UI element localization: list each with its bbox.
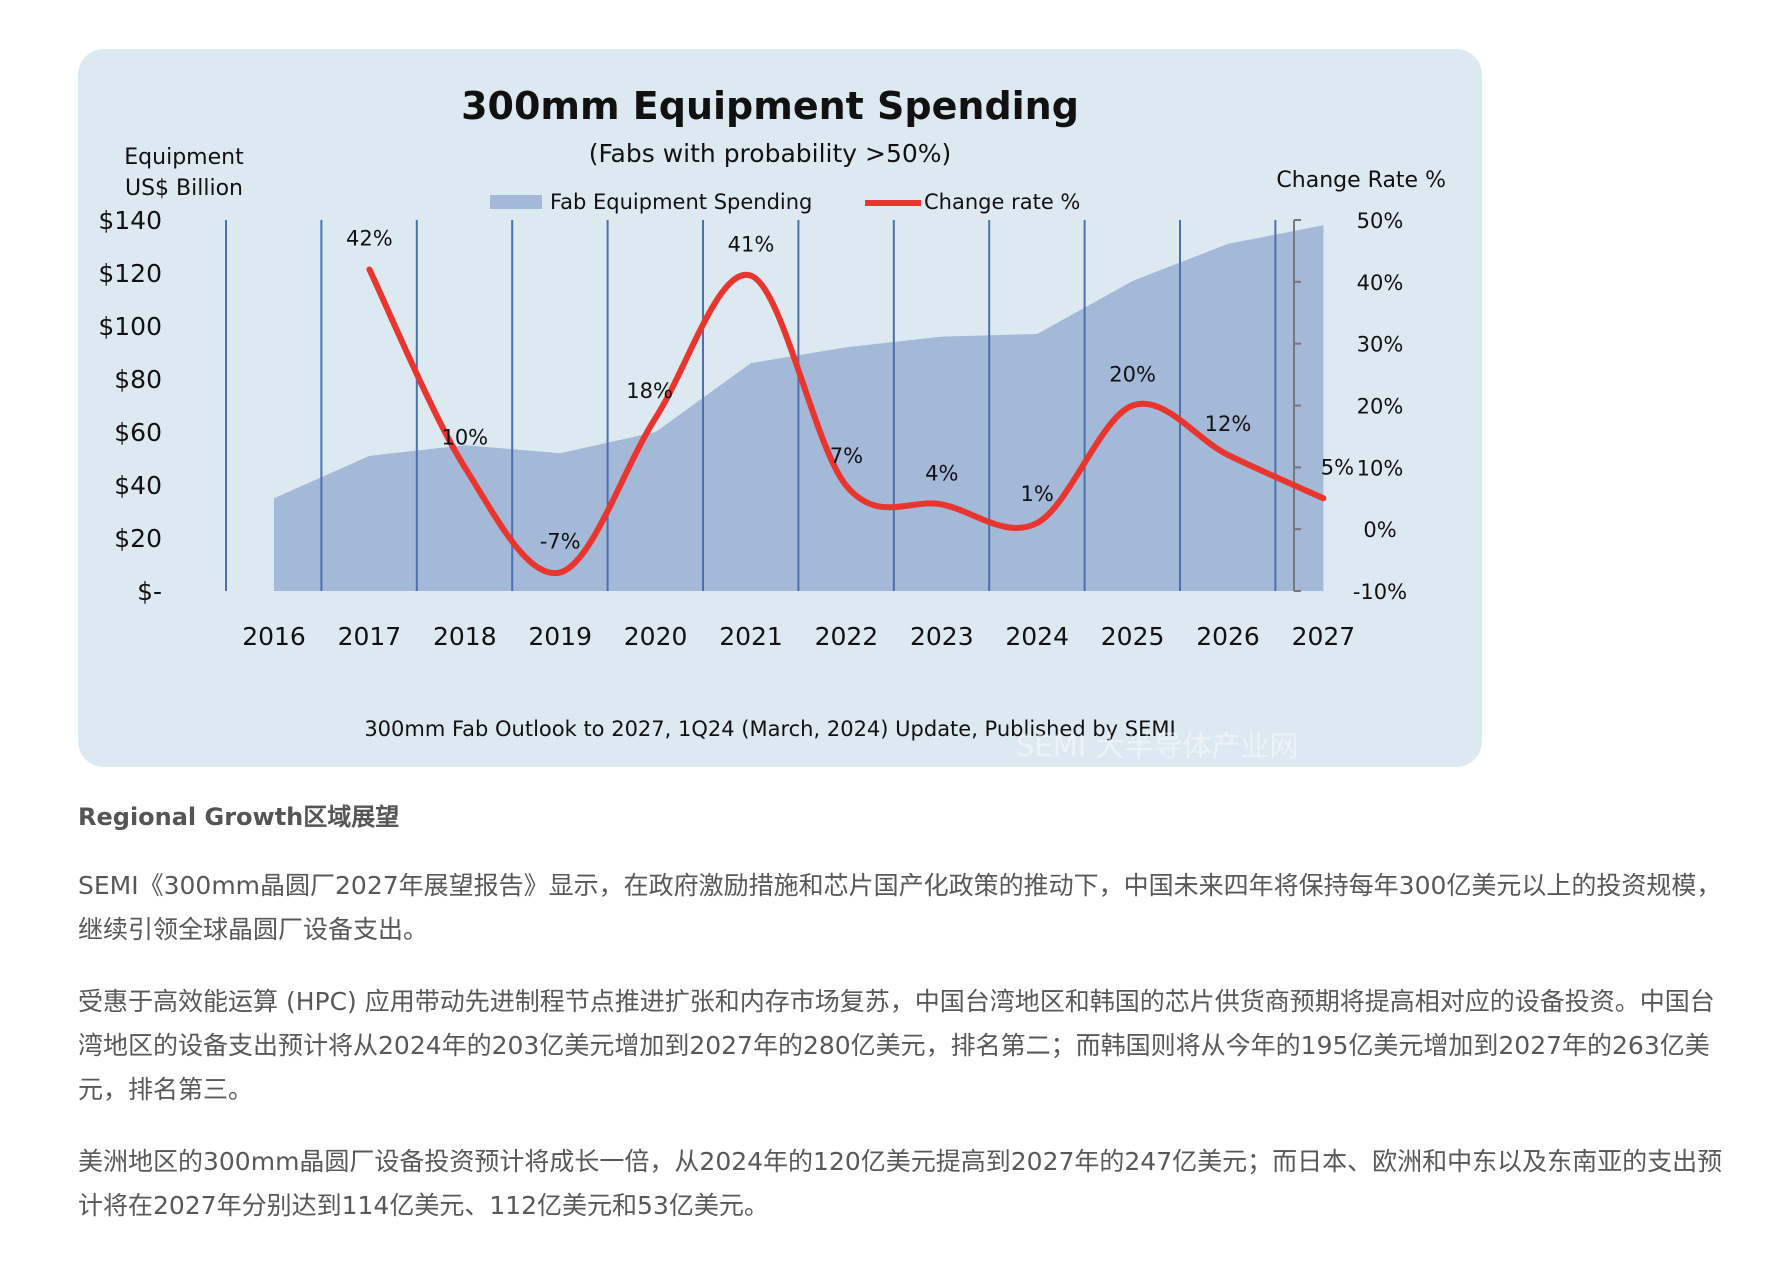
x-tick-label: 2021 <box>719 622 783 651</box>
left-tick-label: $60 <box>114 418 162 447</box>
change-rate-data-label: 42% <box>346 226 393 250</box>
left-tick-label: $- <box>137 577 162 606</box>
change-rate-data-label: 1% <box>1021 482 1054 506</box>
legend-label-spending: Fab Equipment Spending <box>550 190 812 214</box>
chart-source: 300mm Fab Outlook to 2027, 1Q24 (March, … <box>364 717 1175 741</box>
chart-title: 300mm Equipment Spending <box>461 84 1079 128</box>
left-tick-label: $100 <box>98 312 162 341</box>
change-rate-data-label: 10% <box>441 425 488 449</box>
article-paragraph-2: 受惠于高效能运算 (HPC) 应用带动先进制程节点推进扩张和内存市场复苏，中国台… <box>78 987 1715 1104</box>
change-rate-data-label: 5% <box>1321 455 1354 479</box>
change-rate-data-label: 12% <box>1205 412 1252 436</box>
chart-subtitle: (Fabs with probability >50%) <box>589 139 952 168</box>
right-axis-label: Change Rate % <box>1276 168 1446 193</box>
x-tick-label: 2025 <box>1101 622 1165 651</box>
left-tick-label: $80 <box>114 365 162 394</box>
article-paragraph-3: 美洲地区的300mm晶圆厂设备投资预计将成长一倍，从2024年的120亿美元提高… <box>78 1147 1723 1220</box>
change-rate-data-label: -7% <box>540 529 581 553</box>
article: Regional Growth区域展望 SEMI《300mm晶圆厂2027年展望… <box>78 800 1728 1256</box>
right-tick-label: 50% <box>1357 209 1404 233</box>
right-tick-label: -10% <box>1353 580 1407 604</box>
left-tick-label: $40 <box>114 471 162 500</box>
x-tick-label: 2018 <box>433 622 497 651</box>
right-tick-label: 30% <box>1357 333 1404 357</box>
right-tick-label: 0% <box>1363 518 1396 542</box>
change-rate-data-label: 18% <box>626 379 673 403</box>
x-tick-label: 2027 <box>1292 622 1356 651</box>
right-tick-label: 20% <box>1357 395 1404 419</box>
x-tick-label: 2022 <box>815 622 879 651</box>
x-tick-label: 2016 <box>242 622 306 651</box>
equipment-spending-chart: 300mm Equipment Spending (Fabs with prob… <box>98 84 1446 763</box>
x-tick-label: 2026 <box>1196 622 1260 651</box>
change-rate-line <box>366 266 1327 577</box>
watermark: SEMI 大半导体产业网 <box>1016 729 1299 763</box>
change-rate-data-label: 41% <box>728 233 775 257</box>
left-axis-label-line2: US$ Billion <box>125 176 243 201</box>
x-tick-label: 2019 <box>528 622 592 651</box>
article-paragraph-1: SEMI《300mm晶圆厂2027年展望报告》显示，在政府激励措施和芯片国产化政… <box>78 871 1722 944</box>
change-rate-data-label: 7% <box>830 444 863 468</box>
left-tick-label: $140 <box>98 206 162 235</box>
chart-card: 300mm Equipment Spending (Fabs with prob… <box>78 49 1482 767</box>
change-rate-data-label: 4% <box>925 461 958 485</box>
section-heading: Regional Growth区域展望 <box>78 803 400 831</box>
left-axis-label-line1: Equipment <box>124 145 244 170</box>
x-tick-label: 2024 <box>1005 622 1069 651</box>
x-tick-label: 2020 <box>624 622 688 651</box>
right-tick-label: 40% <box>1357 271 1404 295</box>
legend: Fab Equipment Spending Change rate % <box>490 190 1080 214</box>
x-tick-label: 2017 <box>338 622 402 651</box>
change-rate-data-label: 20% <box>1109 363 1156 387</box>
left-tick-label: $20 <box>114 524 162 553</box>
legend-label-change-rate: Change rate % <box>924 190 1080 214</box>
x-tick-label: 2023 <box>910 622 974 651</box>
right-tick-label: 10% <box>1357 456 1404 480</box>
legend-swatch-spending <box>490 195 542 209</box>
left-tick-label: $120 <box>98 259 162 288</box>
